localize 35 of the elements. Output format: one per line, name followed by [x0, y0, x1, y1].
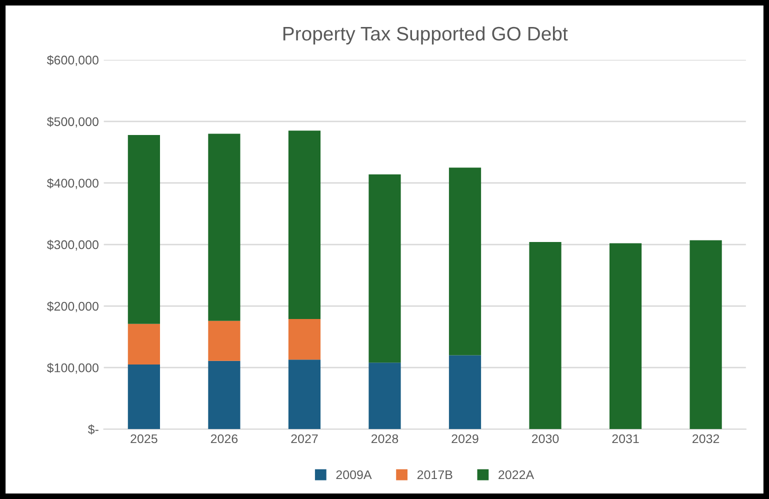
y-tick-label: $- — [88, 424, 98, 435]
x-tick-label: 2032 — [692, 434, 720, 444]
y-tick-label: $200,000 — [46, 301, 98, 312]
y-tick-label: $100,000 — [46, 362, 98, 374]
bar — [609, 243, 642, 430]
bar — [288, 318, 321, 360]
y-tick-label: $400,000 — [46, 178, 98, 190]
bar — [208, 360, 240, 430]
bar — [448, 355, 482, 430]
bar — [288, 130, 321, 319]
bar — [288, 360, 321, 430]
x-tick-label: 2028 — [371, 434, 398, 444]
bar — [208, 320, 240, 361]
bar — [128, 364, 160, 430]
y-tick-label: $300,000 — [46, 240, 98, 251]
legend-label: 2009A — [336, 470, 372, 480]
x-tick-label: 2026 — [210, 434, 238, 444]
bar — [128, 134, 160, 324]
legend-label: 2017B — [417, 470, 452, 480]
bar — [368, 174, 401, 363]
chart-title: Property Tax Supported GO Debt — [283, 26, 568, 44]
bar — [448, 168, 482, 356]
x-tick-label: 2029 — [452, 434, 478, 444]
bar — [128, 324, 160, 365]
x-tick-label: 2025 — [130, 434, 158, 444]
bar — [690, 240, 722, 430]
x-tick-label: 2030 — [532, 434, 559, 444]
bar — [529, 242, 562, 430]
bar — [208, 134, 240, 321]
y-tick-label: $600,000 — [46, 55, 98, 66]
y-tick-label: $500,000 — [46, 116, 98, 128]
bar — [368, 362, 401, 430]
x-tick-label: 2031 — [612, 434, 639, 444]
x-tick-label: 2027 — [291, 434, 318, 444]
legend-label: 2022A — [498, 470, 534, 480]
